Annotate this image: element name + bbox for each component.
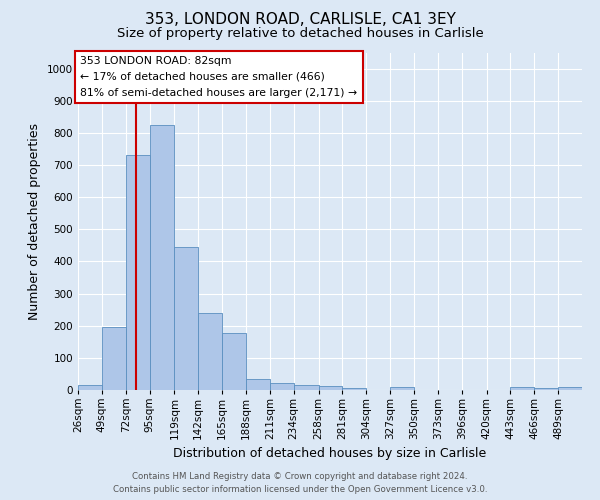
- Text: Size of property relative to detached houses in Carlisle: Size of property relative to detached ho…: [116, 28, 484, 40]
- Bar: [222, 333, 246, 390]
- Bar: [558, 388, 582, 390]
- Bar: [390, 387, 414, 390]
- Bar: [102, 328, 126, 390]
- Bar: [270, 383, 294, 390]
- Bar: [198, 313, 222, 390]
- Bar: [149, 125, 175, 390]
- Bar: [534, 388, 558, 390]
- Bar: [319, 386, 343, 390]
- Bar: [246, 379, 270, 390]
- Bar: [175, 247, 198, 390]
- Y-axis label: Number of detached properties: Number of detached properties: [28, 122, 41, 320]
- Bar: [78, 385, 102, 390]
- Bar: [126, 156, 149, 390]
- Text: Contains HM Land Registry data © Crown copyright and database right 2024.
Contai: Contains HM Land Registry data © Crown c…: [113, 472, 487, 494]
- Text: 353 LONDON ROAD: 82sqm
← 17% of detached houses are smaller (466)
81% of semi-de: 353 LONDON ROAD: 82sqm ← 17% of detached…: [80, 56, 357, 98]
- Bar: [511, 387, 534, 390]
- Text: 353, LONDON ROAD, CARLISLE, CA1 3EY: 353, LONDON ROAD, CARLISLE, CA1 3EY: [145, 12, 455, 28]
- Bar: [294, 384, 319, 390]
- X-axis label: Distribution of detached houses by size in Carlisle: Distribution of detached houses by size …: [173, 448, 487, 460]
- Bar: [343, 388, 366, 390]
